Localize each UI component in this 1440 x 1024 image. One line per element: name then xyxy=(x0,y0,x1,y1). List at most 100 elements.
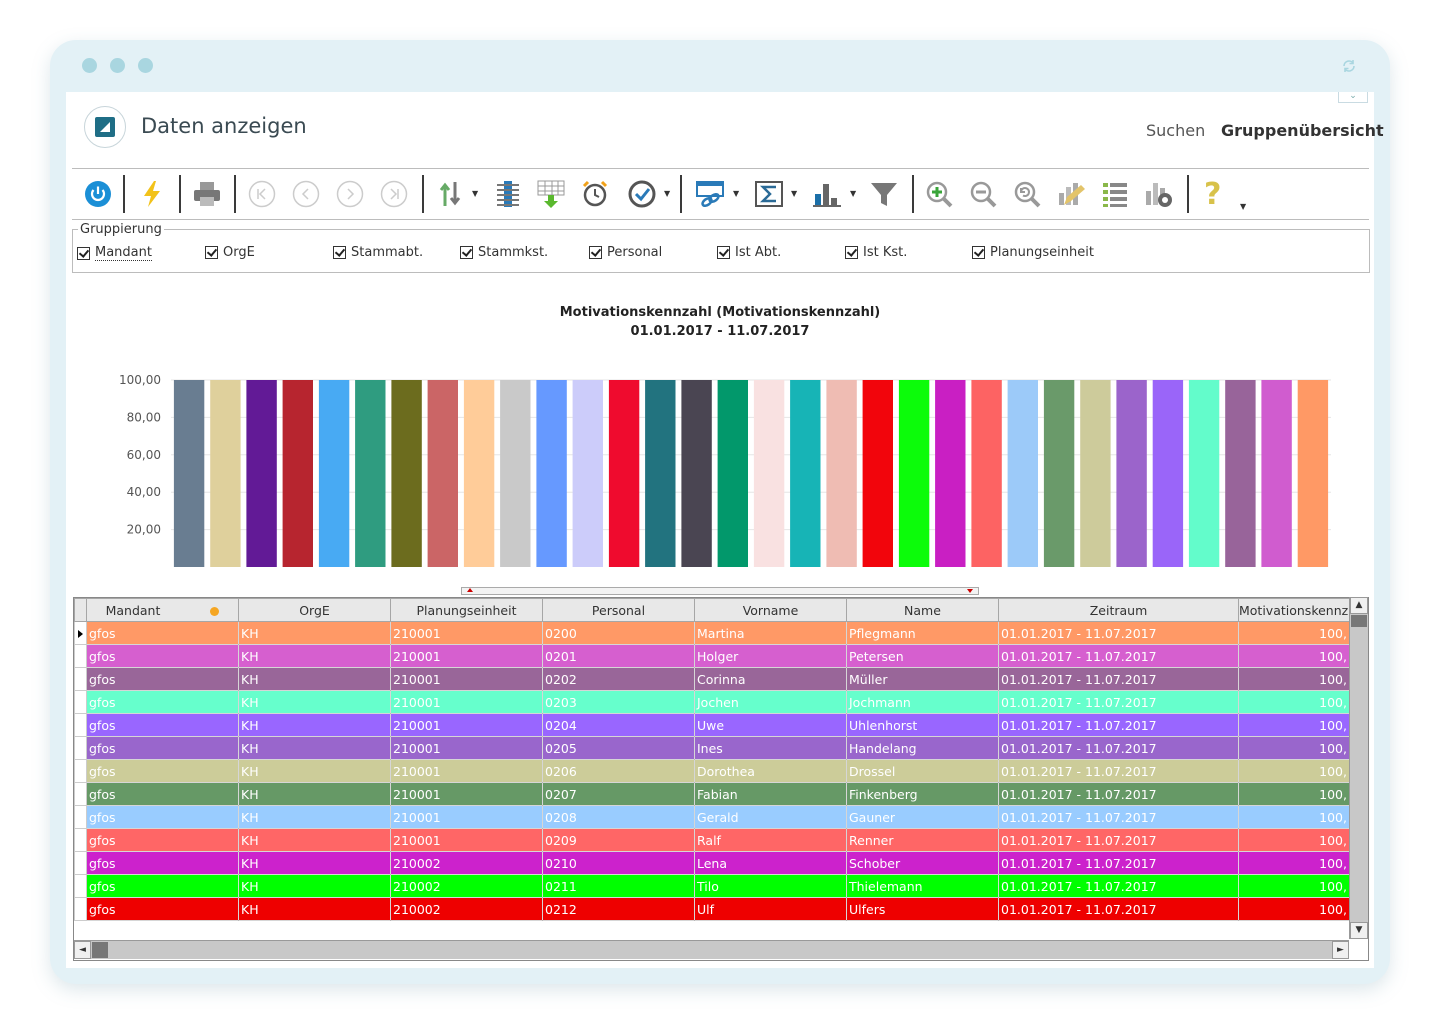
table-cell[interactable]: 100, xyxy=(1238,759,1351,783)
table-cell[interactable]: 0207 xyxy=(542,782,695,806)
nav-search-link[interactable]: Suchen xyxy=(1146,121,1206,140)
table-cell[interactable]: 100, xyxy=(1238,805,1351,829)
table-cell[interactable]: 0204 xyxy=(542,713,695,737)
next-icon[interactable] xyxy=(333,177,367,211)
nav-group-overview-link[interactable]: Gruppenübersicht xyxy=(1221,121,1384,140)
table-row[interactable]: gfos KH 210001 0205 Ines Handelang 01.01.2017 … xyxy=(74,736,1351,760)
chart-dropdown-caret[interactable]: ▼ xyxy=(850,189,857,198)
table-cell[interactable]: 0206 xyxy=(542,759,695,783)
table-cell[interactable]: 210001 xyxy=(390,690,543,714)
scroll-thumb[interactable] xyxy=(1351,615,1367,627)
table-cell[interactable]: KH xyxy=(238,851,391,875)
table-row[interactable]: gfos KH 210001 0204 Uwe Uhlenhorst 01.01.2017 … xyxy=(74,713,1351,737)
table-cell[interactable]: gfos xyxy=(86,621,239,645)
refresh-icon[interactable] xyxy=(1341,58,1359,76)
table-cell[interactable]: 0200 xyxy=(542,621,695,645)
scroll-right-icon[interactable]: ► xyxy=(1332,941,1349,959)
table-cell[interactable]: KH xyxy=(238,644,391,668)
table-cell[interactable]: Ulf xyxy=(694,897,847,921)
table-cell[interactable]: Jochen xyxy=(694,690,847,714)
last-icon[interactable] xyxy=(377,177,411,211)
table-cell[interactable]: 01.01.2017 - 11.07.2017 xyxy=(998,621,1239,645)
table-cell[interactable]: Renner xyxy=(846,828,999,852)
table-cell[interactable]: Uhlenhorst xyxy=(846,713,999,737)
column-header-zeitraum[interactable]: Zeitraum xyxy=(998,598,1239,622)
table-cell[interactable]: 100, xyxy=(1238,736,1351,760)
table-cell[interactable]: 100, xyxy=(1238,713,1351,737)
prev-icon[interactable] xyxy=(289,177,323,211)
table-cell[interactable]: Drossel xyxy=(846,759,999,783)
table-cell[interactable]: Pflegmann xyxy=(846,621,999,645)
table-cell[interactable]: gfos xyxy=(86,713,239,737)
edit-chart-icon[interactable] xyxy=(1054,177,1088,211)
table-cell[interactable]: 01.01.2017 - 11.07.2017 xyxy=(998,851,1239,875)
toolbar-overflow-caret[interactable]: ▼ xyxy=(1240,202,1247,211)
table-row[interactable]: gfos KH 210001 0206 Dorothea Drossel 01.01.201… xyxy=(74,759,1351,783)
table-cell[interactable]: 100, xyxy=(1238,874,1351,898)
table-cell[interactable]: 210001 xyxy=(390,667,543,691)
table-cell[interactable]: 210001 xyxy=(390,759,543,783)
link-icon[interactable] xyxy=(694,177,728,211)
sum-dropdown-caret[interactable]: ▼ xyxy=(791,189,798,198)
table-row[interactable]: gfos KH 210002 0211 Tilo Thielemann 01.01.2017… xyxy=(74,874,1351,898)
table-cell[interactable]: 0212 xyxy=(542,897,695,921)
table-cell[interactable]: gfos xyxy=(86,644,239,668)
table-cell[interactable]: Tilo xyxy=(694,874,847,898)
table-cell[interactable]: gfos xyxy=(86,690,239,714)
export-grid-icon[interactable] xyxy=(534,177,568,211)
table-row[interactable]: gfos KH 210002 0212 Ulf Ulfers 01.01.2017 - 11… xyxy=(74,897,1351,921)
table-cell[interactable]: gfos xyxy=(86,667,239,691)
table-cell[interactable]: KH xyxy=(238,621,391,645)
column-header-name[interactable]: Name xyxy=(846,598,999,622)
table-cell[interactable]: Ines xyxy=(694,736,847,760)
first-icon[interactable] xyxy=(245,177,279,211)
table-cell[interactable]: 0210 xyxy=(542,851,695,875)
table-cell[interactable]: Handelang xyxy=(846,736,999,760)
scroll-thumb[interactable] xyxy=(92,942,108,958)
settings-icon[interactable] xyxy=(1142,177,1176,211)
table-cell[interactable]: 01.01.2017 - 11.07.2017 xyxy=(998,667,1239,691)
table-cell[interactable]: 100, xyxy=(1238,690,1351,714)
vertical-scrollbar[interactable]: ▲ ▼ xyxy=(1349,597,1368,939)
table-cell[interactable]: Schober xyxy=(846,851,999,875)
checkbox[interactable] xyxy=(77,246,90,260)
table-cell[interactable]: KH xyxy=(238,782,391,806)
sort-dropdown-caret[interactable]: ▼ xyxy=(472,189,479,198)
checkbox[interactable] xyxy=(205,246,218,259)
table-cell[interactable]: 100, xyxy=(1238,621,1351,645)
table-cell[interactable]: 210002 xyxy=(390,897,543,921)
table-cell[interactable]: gfos xyxy=(86,759,239,783)
lightning-icon[interactable] xyxy=(135,177,169,211)
alarm-icon[interactable] xyxy=(578,177,612,211)
table-cell[interactable]: Uwe xyxy=(694,713,847,737)
sort-icon[interactable] xyxy=(434,177,468,211)
splitter-handle[interactable] xyxy=(461,587,979,595)
table-cell[interactable]: 100, xyxy=(1238,897,1351,921)
grouping-checkbox-stammkst[interactable]: Stammkst. xyxy=(460,245,548,260)
table-cell[interactable]: 0202 xyxy=(542,667,695,691)
table-cell[interactable]: 01.01.2017 - 11.07.2017 xyxy=(998,828,1239,852)
scroll-left-icon[interactable]: ◄ xyxy=(74,941,91,959)
scroll-up-icon[interactable]: ▲ xyxy=(1350,597,1368,614)
checkbox[interactable] xyxy=(972,246,985,259)
table-cell[interactable]: gfos xyxy=(86,805,239,829)
column-header-planungseinheit[interactable]: Planungseinheit xyxy=(390,598,543,622)
checkbox[interactable] xyxy=(845,246,858,259)
table-cell[interactable]: 01.01.2017 - 11.07.2017 xyxy=(998,782,1239,806)
table-cell[interactable]: Fabian xyxy=(694,782,847,806)
window-dot-close[interactable] xyxy=(82,58,97,73)
clock-dropdown-caret[interactable]: ▼ xyxy=(664,189,671,198)
table-cell[interactable]: gfos xyxy=(86,782,239,806)
columns-icon[interactable] xyxy=(491,177,525,211)
table-cell[interactable]: Ulfers xyxy=(846,897,999,921)
table-cell[interactable]: 210002 xyxy=(390,874,543,898)
zoom-in-icon[interactable] xyxy=(922,177,956,211)
horizontal-scrollbar[interactable]: ◄ ► xyxy=(74,940,1349,959)
table-cell[interactable]: KH xyxy=(238,667,391,691)
table-cell[interactable]: 0203 xyxy=(542,690,695,714)
table-cell[interactable]: 01.01.2017 - 11.07.2017 xyxy=(998,805,1239,829)
scroll-down-icon[interactable]: ▼ xyxy=(1350,922,1368,939)
table-cell[interactable]: KH xyxy=(238,759,391,783)
table-cell[interactable]: 01.01.2017 - 11.07.2017 xyxy=(998,713,1239,737)
table-cell[interactable]: 01.01.2017 - 11.07.2017 xyxy=(998,736,1239,760)
